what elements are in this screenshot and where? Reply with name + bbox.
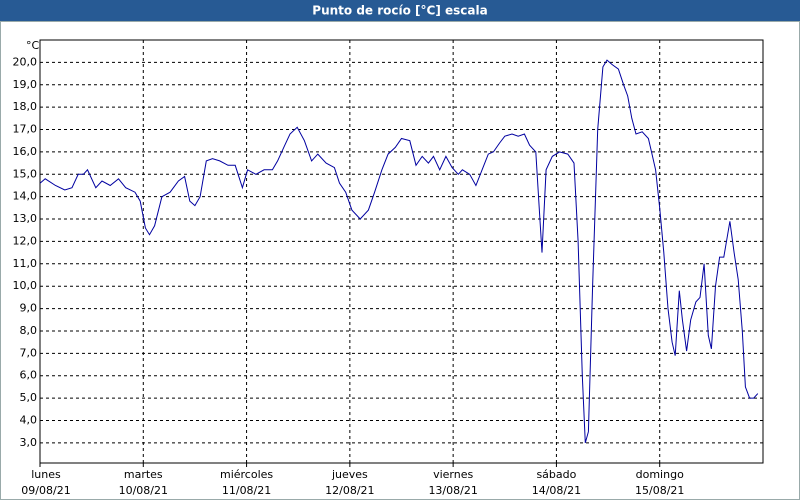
- y-tick-label: 5,0: [20, 391, 38, 404]
- x-tick-label: jueves: [331, 468, 368, 481]
- y-tick-label: 12,0: [13, 234, 38, 247]
- y-tick-label: 16,0: [13, 145, 38, 158]
- x-tick-label: sábado: [536, 468, 576, 481]
- title-bar: [0, 0, 800, 21]
- x-tick-label: domingo: [636, 468, 684, 481]
- y-tick-label: 3,0: [20, 436, 38, 449]
- y-tick-label: 19,0: [13, 78, 38, 91]
- x-tick-label: viernes: [433, 468, 473, 481]
- y-unit: °C: [26, 39, 40, 52]
- x-tick-date: 15/08/21: [635, 484, 684, 497]
- data-line: [39, 59, 759, 444]
- y-tick-label: 20,0: [13, 55, 38, 68]
- y-tick-label: 17,0: [13, 123, 38, 136]
- chart-title: Punto de rocío [°C] escala: [312, 4, 487, 18]
- x-tick-label: miércoles: [220, 468, 273, 481]
- y-tick-label: 14,0: [13, 190, 38, 203]
- y-tick-label: 8,0: [20, 324, 38, 337]
- x-tick-date: 13/08/21: [428, 484, 477, 497]
- x-tick-label: martes: [124, 468, 163, 481]
- y-tick-label: 9,0: [20, 302, 38, 315]
- y-tick-label: 18,0: [13, 100, 38, 113]
- y-tick-label: 13,0: [13, 212, 38, 225]
- x-tick-date: 10/08/21: [119, 484, 168, 497]
- x-tick-date: 11/08/21: [222, 484, 271, 497]
- y-tick-label: 6,0: [20, 369, 38, 382]
- x-tick-label: lunes: [31, 468, 61, 481]
- y-tick-label: 7,0: [20, 346, 38, 359]
- plot-area: [39, 39, 764, 464]
- x-tick-date: 14/08/21: [532, 484, 581, 497]
- x-tick-date: 09/08/21: [21, 484, 70, 497]
- y-tick-label: 15,0: [13, 167, 38, 180]
- y-tick-label: 4,0: [20, 413, 38, 426]
- y-tick-label: 11,0: [13, 257, 38, 270]
- y-tick-label: 10,0: [13, 279, 38, 292]
- x-tick-date: 12/08/21: [325, 484, 374, 497]
